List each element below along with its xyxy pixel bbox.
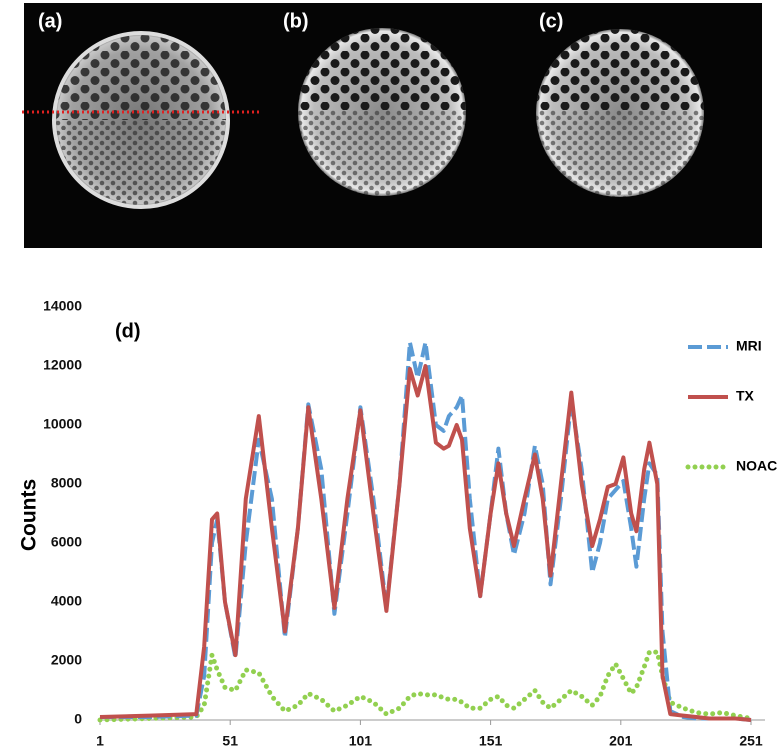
x-tick-label: 151 <box>479 733 503 749</box>
y-tick-label: 0 <box>74 711 82 727</box>
image-label: (b) <box>283 10 309 32</box>
panel-label: (d) <box>115 320 141 342</box>
y-tick-label: 2000 <box>51 652 82 668</box>
y-tick-label: 10000 <box>43 416 82 432</box>
x-tick-label: 201 <box>609 733 633 749</box>
y-tick-label: 4000 <box>51 593 82 609</box>
y-tick-label: 12000 <box>43 357 82 373</box>
image-label: (c) <box>539 10 563 32</box>
y-tick-label: 6000 <box>51 534 82 550</box>
x-tick-label: 251 <box>739 733 763 749</box>
series-line <box>100 340 752 722</box>
y-tick-label: 14000 <box>43 298 82 314</box>
image-panel: (a) (b) (c) <box>22 3 762 248</box>
image-label: (a) <box>38 10 62 32</box>
y-axis-title: Counts <box>18 479 41 551</box>
legend-label: MRI <box>736 338 762 354</box>
legend-label: NOAC <box>736 458 777 474</box>
x-tick-label: 1 <box>96 733 104 749</box>
series-line <box>97 649 754 723</box>
x-tick-label: 101 <box>349 733 373 749</box>
legend-label: TX <box>736 388 755 404</box>
series-line <box>99 364 752 722</box>
x-tick-label: 51 <box>222 733 238 749</box>
y-tick-label: 8000 <box>51 475 82 491</box>
